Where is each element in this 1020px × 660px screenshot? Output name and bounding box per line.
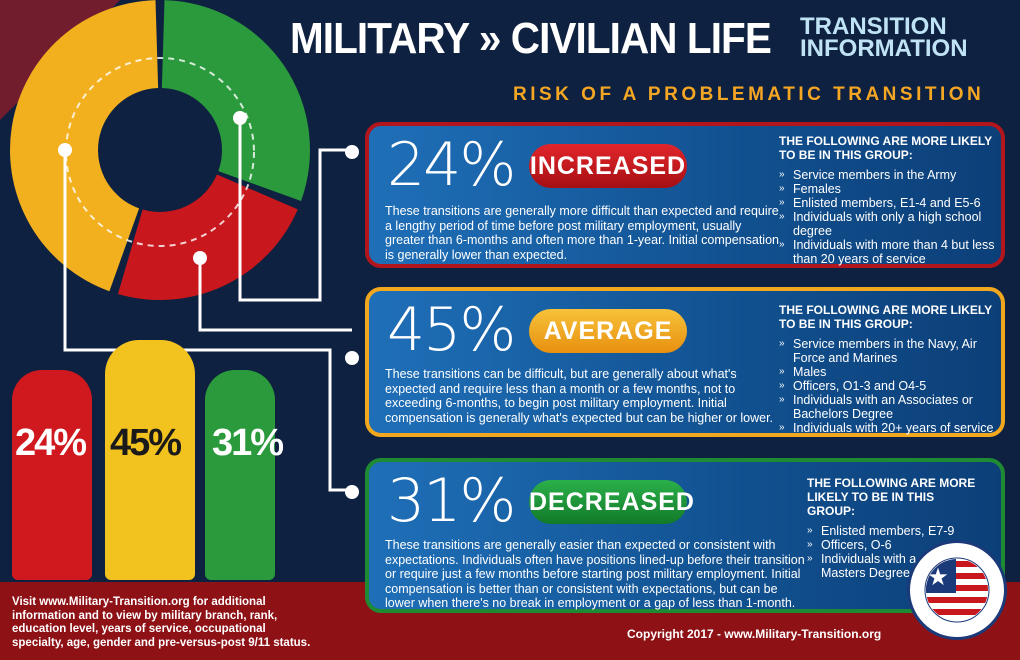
- soldier-percent: 24%: [15, 422, 87, 464]
- list-item: Individuals with 20+ years of service: [779, 421, 1001, 435]
- card-increased: 24% INCREASED These transitions are gene…: [365, 122, 1005, 268]
- list-item: Enlisted members, E7-9: [807, 524, 977, 538]
- donut-segment-average: [10, 0, 159, 292]
- card-percent: 45%: [387, 295, 516, 365]
- footer-text: Visit www.Military-Transition.org for ad…: [12, 596, 311, 649]
- connector-dot: [58, 143, 72, 157]
- logo-flag-icon: ★: [924, 557, 990, 623]
- soldier-percent: 31%: [212, 422, 284, 464]
- list-item: Individuals with more than 4 but less th…: [779, 238, 999, 266]
- connector-node: [345, 145, 359, 159]
- group-list: THE FOLLOWING ARE MORE LIKELY TO BE IN T…: [779, 303, 1001, 435]
- military-transition-logo: ★: [907, 540, 1007, 640]
- connector-node: [345, 351, 359, 365]
- subtitle: RISK OF A PROBLEMATIC TRANSITION: [513, 84, 985, 105]
- list-item: Females: [779, 182, 999, 196]
- title-right: TRANSITION INFORMATION: [800, 13, 968, 62]
- list-item: Individuals with only a high school degr…: [779, 210, 999, 238]
- donut-chart: [0, 0, 352, 492]
- copyright[interactable]: Copyright 2017 - www.Military-Transition…: [627, 627, 882, 641]
- donut-dashed-ring: [65, 57, 255, 247]
- title-right-line2: INFORMATION: [800, 35, 968, 62]
- card-percent: 31%: [387, 466, 516, 536]
- group-heading: THE FOLLOWING ARE MORE LIKELY TO BE IN T…: [779, 303, 992, 331]
- list-item: Service members in the Navy, Air Force a…: [779, 337, 1001, 365]
- list-item: Individuals with a Masters Degree: [807, 552, 917, 580]
- soldier-silhouette-yellow: [105, 340, 195, 580]
- badge-average: AVERAGE: [529, 309, 687, 353]
- connector-lines: [63, 118, 352, 492]
- list-item: Males: [779, 365, 1001, 379]
- connector-node: [345, 485, 359, 499]
- connector-dot: [193, 251, 207, 265]
- soldier-silhouette-red: [12, 370, 92, 580]
- badge-decreased: DECREASED: [529, 480, 694, 524]
- soldier-silhouette-green: [205, 370, 275, 580]
- page-title: MILITARY » CIVILIAN LIFE: [290, 14, 772, 63]
- list-item: Individuals with an Associates or Bachel…: [779, 393, 1001, 421]
- svg-text:★: ★: [927, 564, 949, 591]
- card-decreased: 31% DECREASED These transitions are gene…: [365, 458, 1005, 613]
- badge-increased: INCREASED: [529, 144, 687, 188]
- list-item: Officers, O1-3 and O4-5: [779, 379, 1001, 393]
- title-right-line1: TRANSITION: [800, 13, 947, 40]
- list-item: Service members in the Army: [779, 168, 999, 182]
- card-description: These transitions are generally more dif…: [385, 204, 779, 262]
- list-item: Enlisted members, E1-4 and E5-6: [779, 196, 999, 210]
- soldier-percent: 45%: [110, 422, 182, 464]
- group-heading: THE FOLLOWING ARE MORE LIKELY TO BE IN T…: [779, 134, 992, 162]
- card-description: These transitions can be difficult, but …: [385, 367, 774, 425]
- donut-segment-decreased: [161, 0, 310, 202]
- card-description: These transitions are generally easier t…: [385, 538, 805, 610]
- list-item: Officers, O-6: [807, 538, 977, 552]
- group-list: THE FOLLOWING ARE MORE LIKELY TO BE IN T…: [779, 134, 999, 266]
- card-percent: 24%: [387, 130, 516, 200]
- group-heading: THE FOLLOWING ARE MORE LIKELY TO BE IN T…: [807, 476, 976, 518]
- card-average: 45% AVERAGE These transitions can be dif…: [365, 287, 1005, 437]
- connector-dot: [233, 111, 247, 125]
- donut-segment-increased: [117, 174, 298, 300]
- group-list: THE FOLLOWING ARE MORE LIKELY TO BE IN T…: [807, 476, 977, 580]
